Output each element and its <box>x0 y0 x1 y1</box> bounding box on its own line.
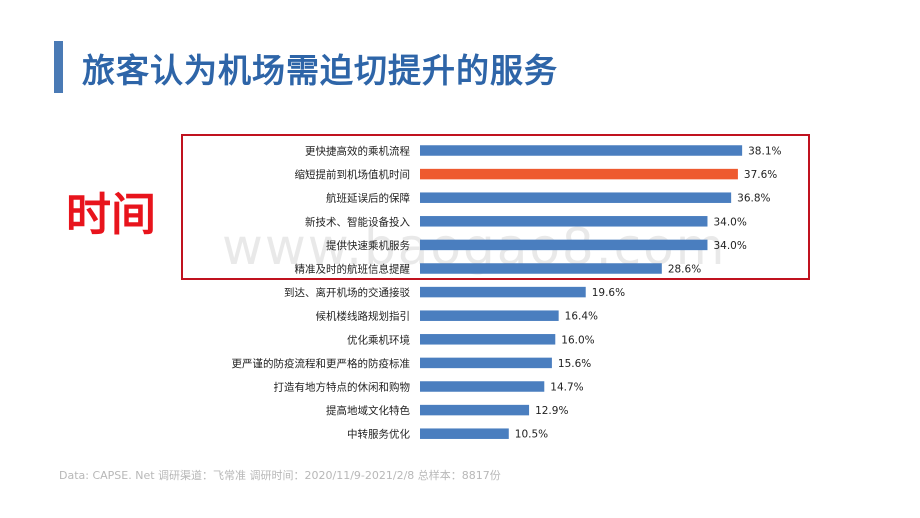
highlight-box <box>181 134 810 280</box>
value-label: 16.4% <box>565 311 598 323</box>
value-label: 15.6% <box>558 358 591 370</box>
bar <box>420 404 530 416</box>
bar <box>420 286 586 298</box>
value-label: 12.9% <box>535 405 568 417</box>
category-label: 更快捷高效的乘机流程 <box>305 145 410 158</box>
category-label: 更严谨的防疫流程和更严格的防疫标准 <box>232 357 411 370</box>
bar <box>420 428 509 439</box>
bar <box>420 357 552 369</box>
category-label: 优化乘机环境 <box>347 333 410 346</box>
value-label: 34.0% <box>713 240 746 252</box>
footer-source: Data: CAPSE. Net 调研渠道：飞常准 调研时间：2020/11/9… <box>59 469 501 482</box>
category-label: 航班延误后的保障 <box>326 192 410 205</box>
title-accent-bar <box>54 41 63 93</box>
bar-highlighted <box>420 168 738 180</box>
value-label: 38.1% <box>748 146 781 158</box>
category-label: 提供快速乘机服务 <box>326 239 410 252</box>
bar <box>420 381 545 392</box>
value-label: 36.8% <box>737 193 770 205</box>
category-label: 到达、离开机场的交通接驳 <box>284 286 410 299</box>
bar <box>420 216 708 227</box>
category-label: 缩短提前到机场值机时间 <box>295 168 411 181</box>
bar <box>420 145 743 156</box>
value-label: 10.5% <box>515 429 548 441</box>
page-title: 旅客认为机场需迫切提升的服务 <box>82 51 558 90</box>
category-label: 提高地域文化特色 <box>326 404 410 417</box>
category-label: 候机楼线路规划指引 <box>316 310 411 323</box>
bar <box>420 334 556 345</box>
value-label: 37.6% <box>744 169 777 181</box>
bar <box>420 310 559 321</box>
bar <box>420 263 662 274</box>
category-label: 中转服务优化 <box>347 428 410 441</box>
value-label: 14.7% <box>550 382 583 394</box>
value-label: 34.0% <box>713 216 746 228</box>
value-label: 19.6% <box>592 287 625 299</box>
bar <box>420 192 732 203</box>
value-label: 16.0% <box>561 334 594 346</box>
category-label: 打造有地方特点的休闲和购物 <box>274 381 411 394</box>
value-label: 28.6% <box>668 264 701 276</box>
category-label: 精准及时的航班信息提醒 <box>295 263 411 276</box>
bar <box>420 239 708 251</box>
highlight-label: 时间 <box>66 188 157 241</box>
category-label: 新技术、智能设备投入 <box>305 215 410 228</box>
